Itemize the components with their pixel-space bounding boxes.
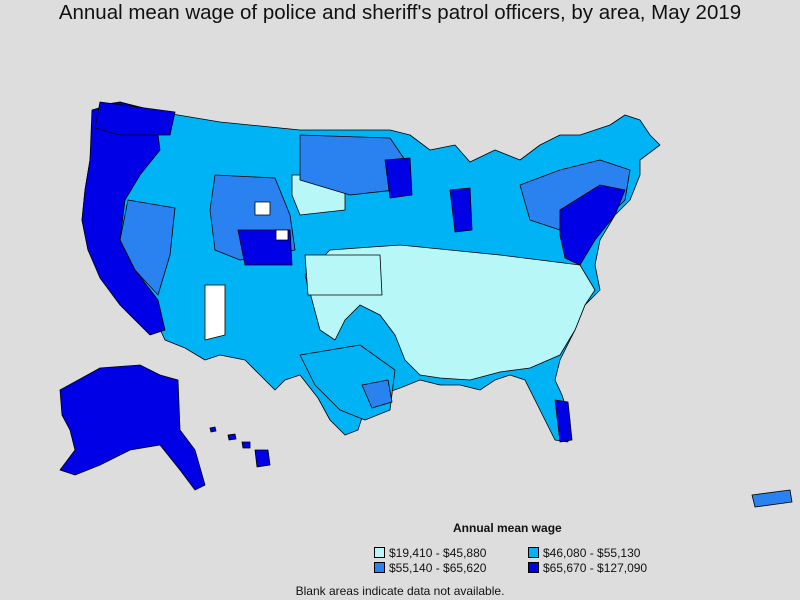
legend-item-1: $19,410 - $45,880 <box>374 546 486 560</box>
legend-label-2: $46,080 - $55,130 <box>543 546 641 560</box>
south-florida-region <box>554 399 573 443</box>
pacific-coast-region <box>81 101 166 336</box>
legend-label-1: $19,410 - $45,880 <box>389 546 487 560</box>
no-data-area-wyoming <box>254 201 271 216</box>
legend-item-2: $46,080 - $55,130 <box>528 546 640 560</box>
no-data-area-colorado <box>275 229 289 241</box>
alaska-region <box>59 364 206 491</box>
washington-region <box>94 101 176 136</box>
footnote: Blank areas indicate data not available. <box>295 584 505 598</box>
kansas-low-wage-region <box>304 254 383 296</box>
minneapolis-region <box>384 157 413 199</box>
houston-region <box>361 379 393 409</box>
legend-label-3: $55,140 - $65,620 <box>389 561 487 575</box>
legend-title: Annual mean wage <box>453 521 562 535</box>
legend-swatch-1 <box>374 547 385 558</box>
northeast-corridor-region <box>559 184 626 266</box>
legend-item-4: $65,670 - $127,090 <box>528 561 647 575</box>
hawaii-region <box>209 426 271 468</box>
puerto-rico-region <box>751 489 793 508</box>
chicago-region <box>449 187 473 233</box>
legend-swatch-4 <box>528 562 539 573</box>
legend-label-4: $65,670 - $127,090 <box>543 561 648 575</box>
choropleth-map <box>0 90 800 525</box>
no-data-area-arizona <box>204 284 226 341</box>
legend-swatch-2 <box>528 547 539 558</box>
legend-swatch-3 <box>374 562 385 573</box>
legend-item-3: $55,140 - $65,620 <box>374 561 486 575</box>
map-title: Annual mean wage of police and sheriff's… <box>58 1 742 24</box>
